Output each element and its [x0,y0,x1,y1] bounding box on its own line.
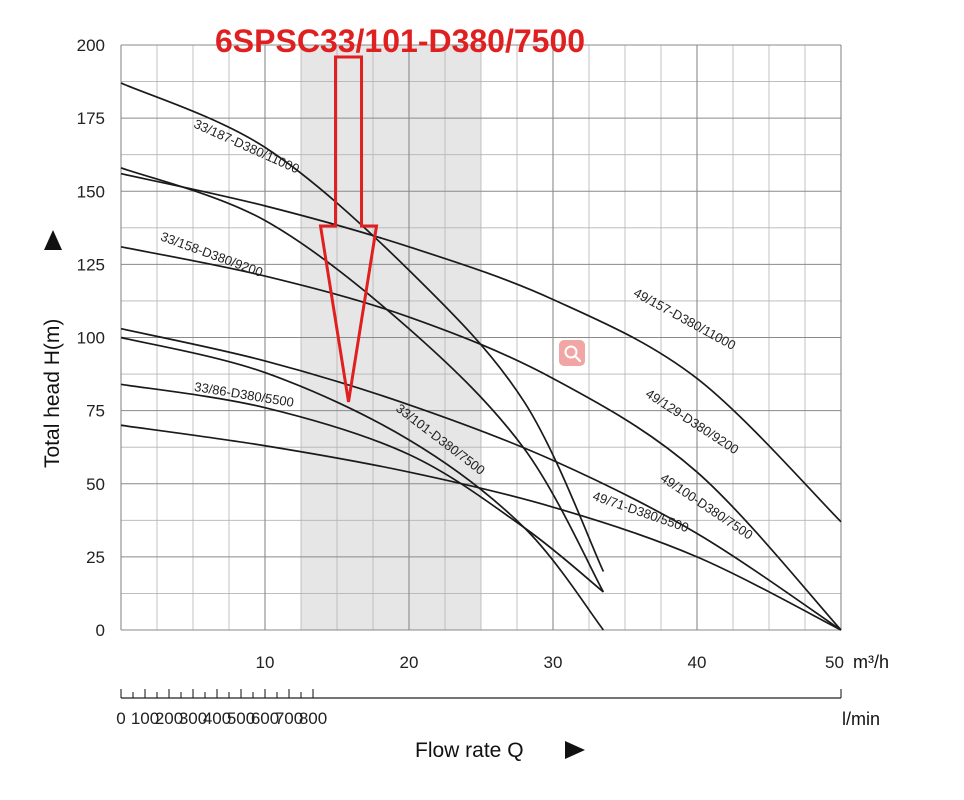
curve-49-129-d380-9200 [120,245,842,631]
curve-49-100-d380-7500 [120,327,842,631]
x2-tick-label: 0 [116,709,125,728]
curve-33-86-d380-5500 [120,383,604,593]
y-axis-title: Total head H(m) [41,319,64,468]
y-tick-label: 25 [86,548,105,567]
x-tick-label: 10 [256,653,275,672]
x-tick-label: 30 [544,653,563,672]
x2-tick-label: 200 [155,709,183,728]
x2-tick-label: 500 [227,709,255,728]
x2-axis-unit: l/min [842,709,880,729]
y-tick-label: 125 [77,255,105,274]
x2-tick-label: 100 [131,709,159,728]
grid-major [120,44,842,631]
x-tick-label: 50 [825,653,844,672]
down-arrow-icon [318,55,379,403]
y-axis-ticks: 0 25 50 75 100 125 150 175 200 [77,36,105,640]
curve-49-71-d380-5500 [120,424,842,631]
curve-49-157-d380-11000 [120,172,842,523]
y-tick-label: 200 [77,36,105,55]
y-tick-label: 175 [77,109,105,128]
y-tick-label: 50 [86,475,105,494]
x-axis-unit: m³/h [853,652,889,672]
y-tick-label: 0 [96,621,105,640]
curve-33-187-d380-11000 [120,82,605,572]
y-axis-arrow-icon [44,230,62,250]
x-axis-ticks: 10 20 30 40 50 [256,653,844,672]
y-tick-label: 75 [86,402,105,421]
x2-tick-label: 400 [203,709,231,728]
curve-33-158-d380-9200 [120,167,605,593]
x-axis-arrow-icon [565,741,585,759]
y-tick-label: 150 [77,182,105,201]
y-tick-label: 100 [77,329,105,348]
x2-tick-label: 700 [275,709,303,728]
x2-tick-label: 300 [179,709,207,728]
x-axis-title: Flow rate Q [415,739,524,762]
x2-tick-label: 800 [299,709,327,728]
x2-tick-label: 600 [251,709,279,728]
curve-33-101-d380-7500 [120,336,605,631]
model-annotation: 6SPSC33/101-D380/7500 [215,23,585,59]
x-tick-label: 40 [688,653,707,672]
x-tick-label: 20 [400,653,419,672]
curves [120,82,842,631]
search-icon[interactable] [559,340,585,366]
